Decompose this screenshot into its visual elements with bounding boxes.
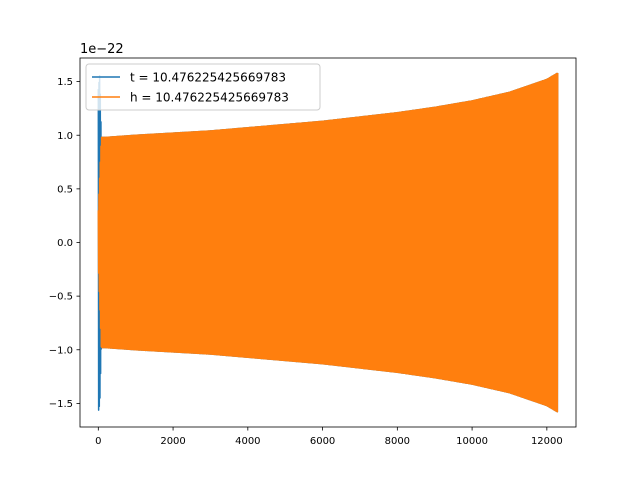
x-tick-label: 4000 <box>235 436 260 447</box>
x-tick-label: 12000 <box>531 436 563 447</box>
y-tick-label: −0.5 <box>49 292 73 303</box>
y-offset-label: 1e−22 <box>80 42 124 57</box>
y-tick-label: 1.0 <box>57 131 73 142</box>
x-tick-label: 8000 <box>385 436 410 447</box>
legend: t = 10.476225425669783 h = 10.47622542566… <box>85 63 321 111</box>
y-tick-label: 1.5 <box>57 77 73 88</box>
y-tick-label: 0.0 <box>57 238 73 249</box>
y-tick-label: −1.5 <box>49 399 73 410</box>
legend-label-1: t = 10.476225425669783 <box>130 71 286 85</box>
x-tick-label: 10000 <box>456 436 488 447</box>
x-tick-label: 6000 <box>310 436 335 447</box>
legend-label-2: h = 10.476225425669783 <box>130 91 289 105</box>
y-tick-label: 0.5 <box>57 184 73 195</box>
legend-frame <box>85 63 321 111</box>
x-tick-label: 2000 <box>160 436 185 447</box>
y-tick-label: −1.0 <box>49 345 73 356</box>
series-layer <box>97 72 559 413</box>
x-tick-label: 0 <box>95 436 101 447</box>
axes-layer: 0 2000 4000 6000 8000 10000 12000 −1.5 −1.0 −0.5 0… <box>49 57 577 447</box>
series-line-2 <box>97 72 559 413</box>
